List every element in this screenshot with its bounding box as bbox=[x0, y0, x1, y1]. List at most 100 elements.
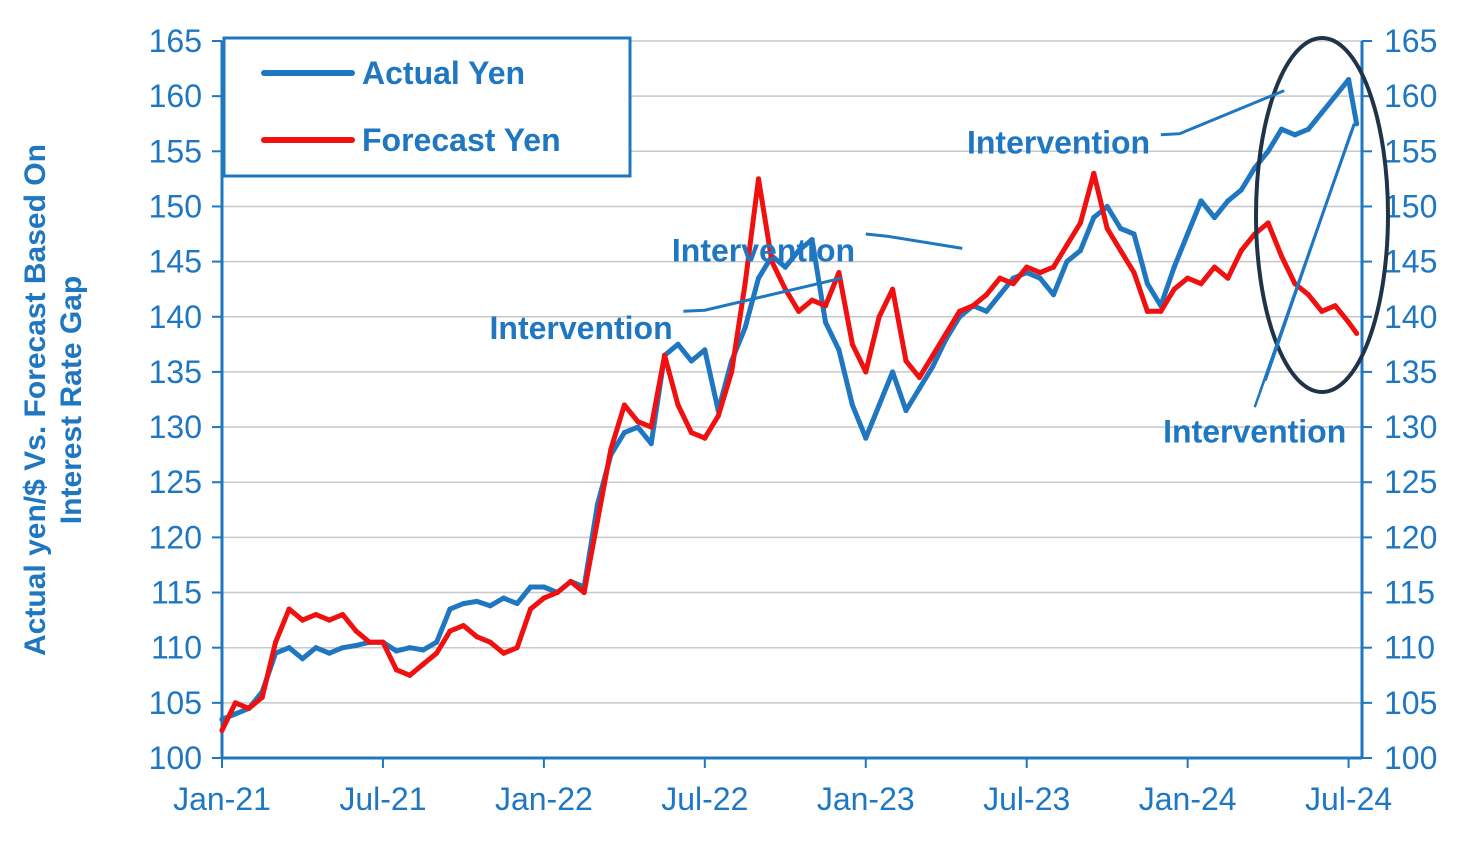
data-point bbox=[447, 628, 453, 634]
data-point bbox=[286, 645, 292, 651]
data-point bbox=[299, 617, 306, 623]
annotation-label: Intervention bbox=[672, 233, 855, 269]
data-point bbox=[943, 330, 949, 336]
data-point bbox=[501, 595, 507, 601]
data-point bbox=[822, 303, 829, 309]
x-tick-label: Jul-23 bbox=[983, 781, 1070, 817]
y-axis-title-line: Interest Rate Gap bbox=[55, 276, 88, 524]
legend: Actual Yen Forecast Yen bbox=[222, 36, 632, 178]
data-point bbox=[219, 727, 225, 734]
x-tick-label: Jul-22 bbox=[661, 781, 748, 817]
y-tick-label-right: 135 bbox=[1384, 354, 1437, 390]
data-point bbox=[340, 612, 346, 618]
data-point bbox=[1345, 319, 1352, 325]
data-point bbox=[594, 518, 601, 524]
data-point bbox=[1292, 132, 1298, 138]
x-tick-label: Jan-24 bbox=[1139, 781, 1237, 817]
data-point bbox=[232, 700, 239, 706]
legend-box bbox=[222, 36, 632, 178]
data-point bbox=[1144, 308, 1151, 314]
y-tick-label-right: 100 bbox=[1384, 740, 1437, 776]
y-tick-label-right: 125 bbox=[1384, 464, 1437, 500]
data-point bbox=[930, 352, 936, 358]
data-point bbox=[621, 402, 627, 408]
data-point bbox=[246, 705, 252, 711]
data-point bbox=[340, 645, 346, 651]
data-point bbox=[232, 711, 239, 717]
data-point bbox=[393, 667, 399, 673]
data-point bbox=[1037, 275, 1043, 281]
data-point bbox=[849, 402, 855, 408]
data-point bbox=[688, 429, 695, 436]
data-point bbox=[433, 639, 440, 645]
data-point bbox=[487, 639, 493, 645]
data-point bbox=[1225, 275, 1231, 281]
data-point bbox=[1305, 126, 1311, 132]
y-tick-label-left: 110 bbox=[151, 630, 202, 666]
data-point bbox=[353, 642, 359, 649]
data-point bbox=[1117, 247, 1124, 254]
annotations: Intervention Intervention Intervention Inte… bbox=[490, 36, 1390, 450]
data-point bbox=[1278, 126, 1285, 132]
data-point bbox=[608, 446, 614, 452]
y-tick-label-right: 150 bbox=[1384, 188, 1437, 224]
annotation-label: Intervention bbox=[967, 125, 1150, 161]
data-point bbox=[1345, 77, 1352, 83]
y-tick-label-left: 135 bbox=[149, 354, 202, 390]
data-point bbox=[487, 603, 493, 609]
data-point bbox=[474, 598, 480, 604]
data-point bbox=[903, 358, 909, 364]
data-point bbox=[1211, 264, 1218, 270]
data-point bbox=[1198, 281, 1204, 287]
y-tick-label-left: 145 bbox=[149, 244, 202, 280]
highlight-circle bbox=[1254, 36, 1390, 394]
data-point bbox=[1198, 198, 1204, 204]
data-point bbox=[916, 374, 923, 381]
data-point bbox=[809, 236, 815, 243]
data-point bbox=[889, 369, 896, 375]
y-tick-label-left: 125 bbox=[149, 464, 202, 500]
data-point bbox=[1117, 225, 1124, 232]
y-tick-label-right: 140 bbox=[1384, 299, 1437, 335]
data-point bbox=[1158, 308, 1164, 314]
x-tick-label: Jan-21 bbox=[173, 781, 271, 817]
data-point bbox=[970, 303, 976, 309]
data-point bbox=[541, 584, 547, 590]
annotation-leader bbox=[1160, 89, 1285, 137]
data-point bbox=[514, 645, 520, 651]
annotation-label: Intervention bbox=[1163, 414, 1346, 450]
series-lines bbox=[219, 77, 1360, 734]
data-point bbox=[621, 429, 627, 436]
data-point bbox=[1185, 231, 1191, 237]
data-point bbox=[796, 308, 802, 314]
data-point bbox=[1077, 220, 1083, 226]
y-tick-label-right: 110 bbox=[1384, 630, 1435, 666]
y-tick-label-left: 115 bbox=[151, 575, 202, 611]
data-point bbox=[702, 435, 708, 441]
data-point bbox=[380, 639, 386, 645]
data-point bbox=[447, 606, 453, 612]
data-point bbox=[501, 650, 507, 656]
data-point bbox=[916, 385, 923, 392]
data-point bbox=[326, 650, 332, 656]
data-point bbox=[648, 424, 654, 430]
legend-label: Actual Yen bbox=[362, 55, 525, 91]
data-point bbox=[930, 363, 936, 370]
data-point bbox=[648, 441, 654, 447]
data-point bbox=[1354, 330, 1360, 336]
y-tick-label-left: 130 bbox=[149, 409, 202, 445]
data-point bbox=[1077, 247, 1083, 254]
y-tick-label-right: 160 bbox=[1384, 78, 1437, 114]
annotation-leader bbox=[1264, 131, 1353, 382]
data-point bbox=[1050, 292, 1057, 298]
y-tick-label-right: 145 bbox=[1384, 244, 1437, 280]
series-line-forecast-yen bbox=[219, 170, 1360, 733]
data-point bbox=[822, 319, 829, 325]
data-point bbox=[1064, 242, 1070, 248]
data-point bbox=[755, 275, 762, 281]
data-point bbox=[420, 661, 426, 667]
y-tick-label-left: 100 bbox=[149, 740, 202, 776]
y-axis-title-line: Actual yen/$ Vs. Forecast Based On bbox=[19, 144, 52, 656]
axes: 100 105 110 115 120 125 130 135 140 145 150 155 160 1… bbox=[19, 23, 1437, 817]
data-point bbox=[903, 407, 909, 414]
